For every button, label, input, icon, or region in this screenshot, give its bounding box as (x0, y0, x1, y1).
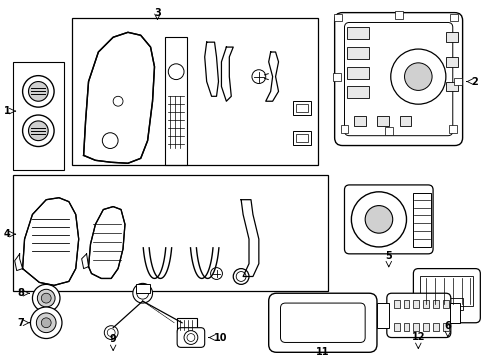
Bar (333, 73, 341, 81)
Circle shape (28, 121, 48, 141)
Text: 4: 4 (4, 229, 11, 239)
Circle shape (365, 206, 392, 233)
FancyBboxPatch shape (344, 185, 433, 254)
Bar (414, 300, 419, 308)
Text: 7: 7 (18, 318, 24, 328)
Bar (296, 134, 308, 141)
Circle shape (36, 313, 56, 333)
Text: 5: 5 (386, 251, 392, 261)
Bar (377, 303, 389, 328)
Bar (446, 32, 458, 42)
Bar (414, 323, 419, 330)
Bar (433, 323, 439, 330)
Bar (347, 67, 369, 78)
Bar (354, 116, 366, 126)
Bar (377, 116, 389, 126)
Bar (423, 323, 429, 330)
Circle shape (41, 293, 51, 303)
Bar (450, 14, 458, 22)
Circle shape (28, 82, 48, 101)
Bar (72, 18, 318, 165)
Bar (449, 125, 457, 133)
Text: 1: 1 (4, 106, 11, 116)
Circle shape (137, 287, 148, 299)
Bar (400, 116, 412, 126)
Circle shape (233, 269, 249, 284)
Bar (433, 300, 439, 308)
Bar (136, 284, 149, 293)
FancyBboxPatch shape (414, 269, 480, 323)
Circle shape (351, 192, 407, 247)
Circle shape (107, 329, 115, 337)
Circle shape (104, 326, 118, 339)
Bar (443, 300, 449, 308)
Bar (296, 104, 308, 112)
Bar (177, 318, 197, 332)
Polygon shape (89, 207, 125, 278)
FancyBboxPatch shape (177, 328, 205, 347)
Bar (414, 193, 431, 247)
Bar (446, 82, 458, 91)
Bar (341, 125, 348, 133)
Bar (347, 27, 369, 39)
Bar (393, 300, 400, 308)
Bar (13, 62, 64, 170)
Bar (393, 323, 400, 330)
Bar (294, 131, 311, 145)
Bar (385, 127, 392, 135)
Circle shape (41, 318, 51, 328)
Circle shape (133, 283, 152, 303)
Text: 3: 3 (154, 8, 161, 18)
FancyBboxPatch shape (269, 293, 377, 352)
Circle shape (23, 76, 54, 107)
Bar (404, 323, 410, 330)
Circle shape (252, 70, 266, 84)
Text: 9: 9 (110, 334, 117, 345)
Text: 6: 6 (444, 321, 451, 330)
Bar (446, 57, 458, 67)
Bar (450, 303, 460, 323)
Circle shape (391, 49, 446, 104)
Bar (394, 11, 403, 18)
Bar (347, 86, 369, 98)
Bar (347, 47, 369, 59)
Text: 10: 10 (214, 333, 227, 342)
Bar (454, 78, 462, 85)
Bar (423, 300, 429, 308)
Bar (165, 37, 187, 165)
Text: 2: 2 (471, 77, 478, 86)
FancyBboxPatch shape (387, 293, 451, 338)
Bar (420, 276, 473, 306)
Text: 12: 12 (412, 332, 425, 342)
Bar (433, 298, 463, 310)
Bar (404, 300, 410, 308)
Circle shape (211, 267, 222, 279)
Bar (13, 175, 328, 291)
Text: 8: 8 (18, 288, 24, 298)
Circle shape (168, 64, 184, 80)
Circle shape (32, 284, 60, 312)
Polygon shape (84, 32, 154, 163)
Circle shape (102, 133, 118, 148)
Circle shape (30, 307, 62, 338)
Polygon shape (23, 198, 79, 285)
Circle shape (184, 330, 198, 345)
FancyBboxPatch shape (280, 303, 365, 342)
Circle shape (405, 63, 432, 90)
Bar (443, 323, 449, 330)
FancyBboxPatch shape (335, 13, 463, 145)
Circle shape (236, 271, 246, 282)
Bar (334, 14, 342, 22)
Bar (294, 101, 311, 115)
Circle shape (23, 115, 54, 147)
Text: 11: 11 (316, 347, 330, 357)
Circle shape (37, 289, 55, 307)
